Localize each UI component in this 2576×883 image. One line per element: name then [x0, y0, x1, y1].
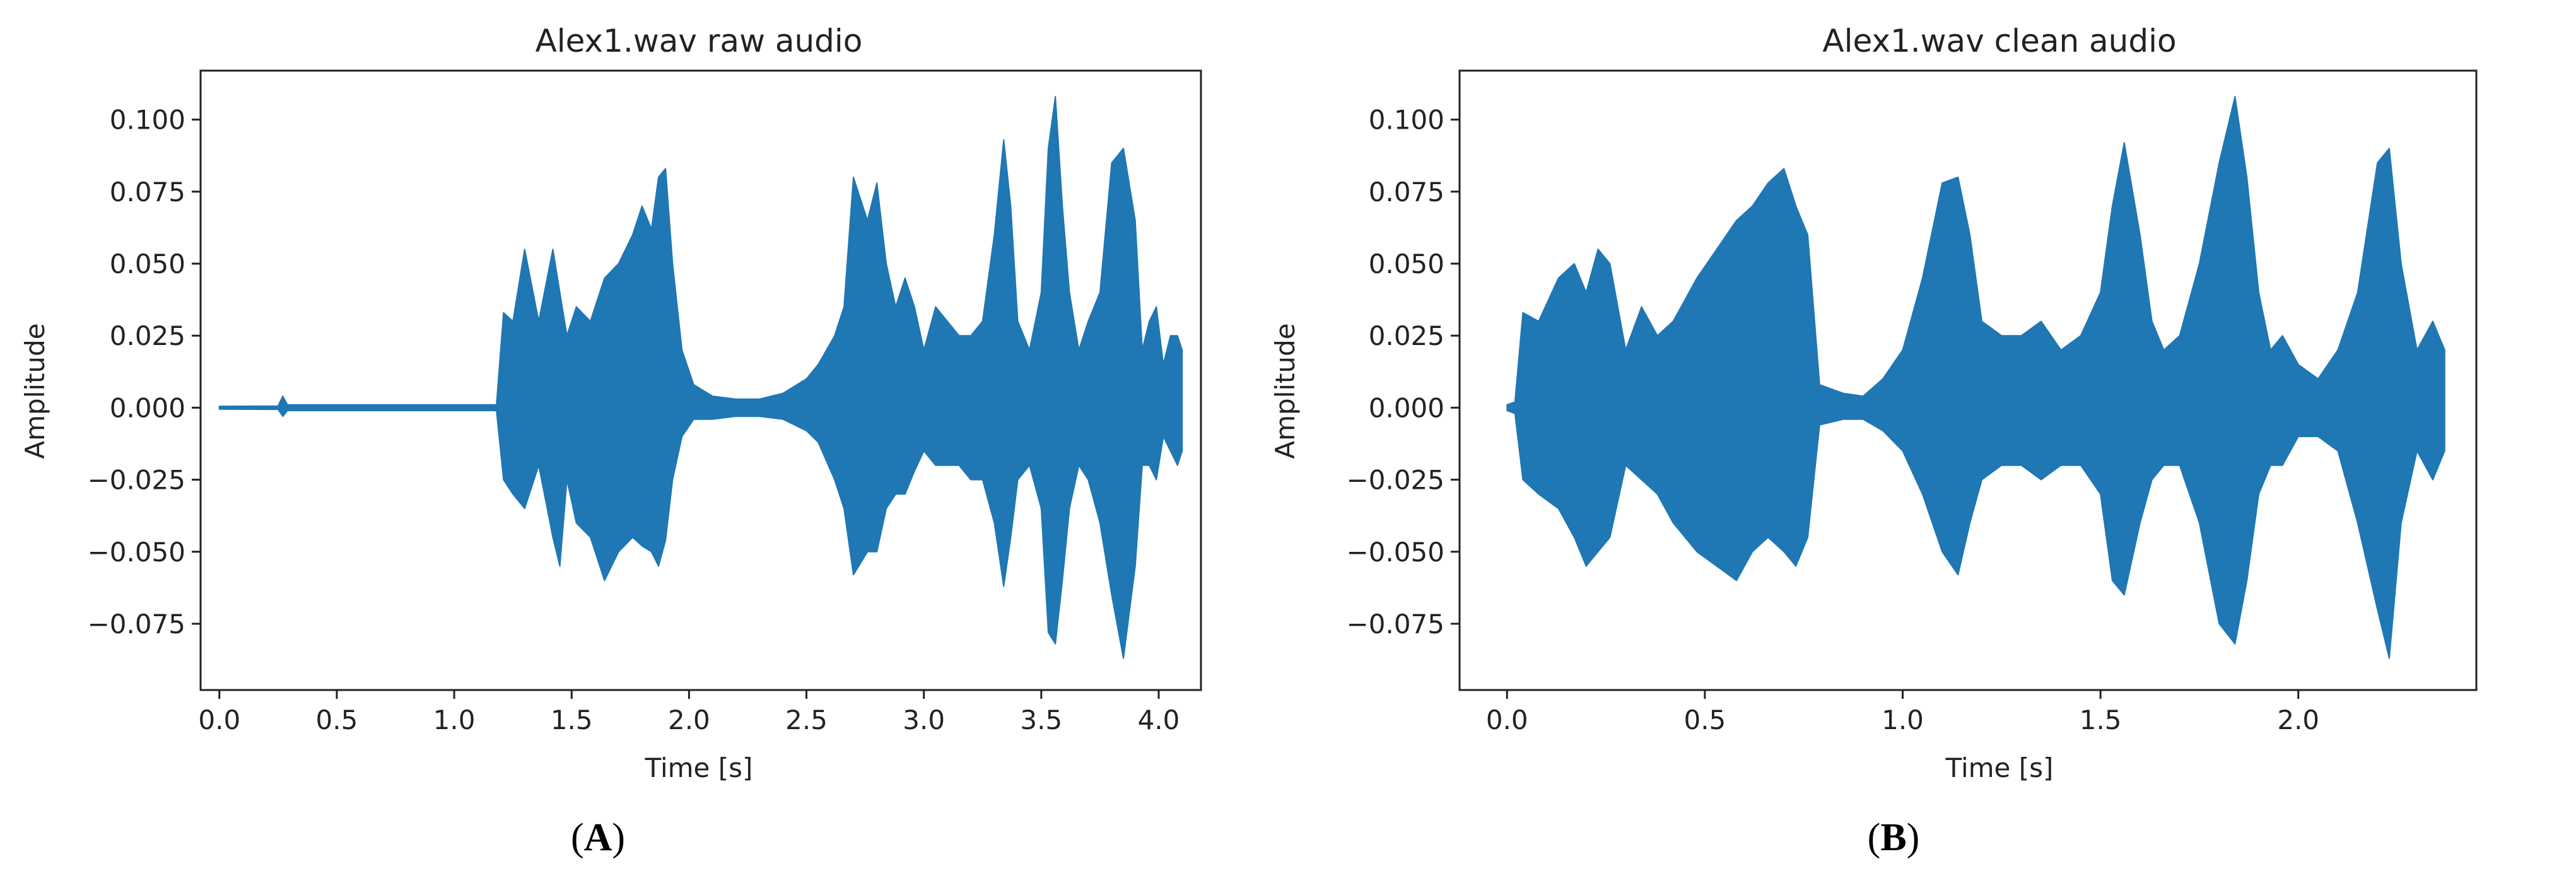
x-tick-label: 3.5: [1020, 705, 1062, 735]
waveform-series-0: [218, 96, 1183, 659]
y-axis-label: Amplitude: [20, 323, 50, 459]
panel-label-b: (B): [1868, 816, 1920, 859]
waveform: [218, 96, 1183, 659]
x-tick-label: 0.0: [198, 705, 240, 735]
y-tick-label: 0.075: [110, 177, 185, 208]
y-tick-label: −0.025: [1347, 465, 1444, 496]
plot-frame: [199, 69, 1202, 691]
y-axis-label: Amplitude: [1270, 323, 1301, 459]
chart-panel-a: Alex1.wav raw audio −0.075 −0.050 −0.025 0.…: [20, 23, 1202, 859]
x-tick-label: 4.0: [1138, 705, 1180, 735]
x-axis-label: Time [s]: [645, 752, 753, 783]
panel-label-open-paren: (: [571, 816, 584, 859]
waveform: [1506, 96, 2445, 659]
panel-label-letter: A: [584, 816, 612, 859]
x-tick-label: 1.0: [1882, 705, 1924, 735]
y-tick-label: 0.075: [1369, 177, 1444, 208]
x-axis-label: Time [s]: [1945, 752, 2054, 783]
chart-title: Alex1.wav clean audio: [1822, 23, 2176, 59]
chart-panel-b: Alex1.wav clean audio −0.075 −0.050 −0.025…: [1270, 23, 2478, 859]
x-tick-label: 1.5: [551, 705, 593, 735]
x-axis: 0.0 0.5 1.0 1.5 2.0 2.5 3.0 3.5 4.0: [198, 690, 1180, 735]
y-tick-label: 0.050: [110, 249, 185, 279]
y-tick-label: −0.050: [88, 537, 185, 568]
y-tick-label: 0.025: [110, 320, 185, 351]
x-tick-label: 2.0: [668, 705, 710, 735]
y-tick-label: 0.050: [1369, 249, 1444, 279]
plot-frame: [1458, 69, 2478, 691]
y-axis: −0.075 −0.050 −0.025 0.000 0.025 0.050 0.075 0.…: [88, 105, 201, 640]
x-tick-label: 1.0: [433, 705, 476, 735]
x-tick-label: 3.0: [903, 705, 945, 735]
panel-label-a: (A): [571, 816, 625, 859]
x-tick-label: 0.0: [1486, 705, 1528, 735]
y-tick-label: 0.000: [1369, 392, 1444, 423]
y-tick-label: 0.025: [1369, 320, 1444, 351]
x-axis: 0.0 0.5 1.0 1.5 2.0: [1486, 690, 2319, 735]
x-tick-label: 2.0: [2277, 705, 2319, 735]
panel-label-close-paren: ): [1907, 816, 1920, 859]
y-tick-label: 0.100: [1369, 105, 1444, 136]
x-tick-label: 1.5: [2080, 705, 2122, 735]
y-tick-label: −0.025: [88, 465, 185, 496]
y-tick-label: 0.000: [110, 392, 185, 423]
waveform-series-0: [1506, 96, 2445, 659]
y-tick-label: −0.050: [1347, 537, 1444, 568]
x-tick-label: 0.5: [316, 705, 358, 735]
panel-label-open-paren: (: [1868, 816, 1881, 859]
y-tick-label: −0.075: [1347, 609, 1444, 640]
panel-label-close-paren: ): [612, 816, 625, 859]
x-tick-label: 0.5: [1683, 705, 1726, 735]
y-axis: −0.075 −0.050 −0.025 0.000 0.025 0.050 0.075 0.…: [1347, 105, 1460, 640]
x-tick-label: 2.5: [785, 705, 828, 735]
y-tick-label: 0.100: [110, 105, 185, 136]
panel-label-letter: B: [1880, 816, 1906, 859]
chart-title: Alex1.wav raw audio: [536, 23, 863, 59]
y-tick-label: −0.075: [88, 609, 185, 640]
